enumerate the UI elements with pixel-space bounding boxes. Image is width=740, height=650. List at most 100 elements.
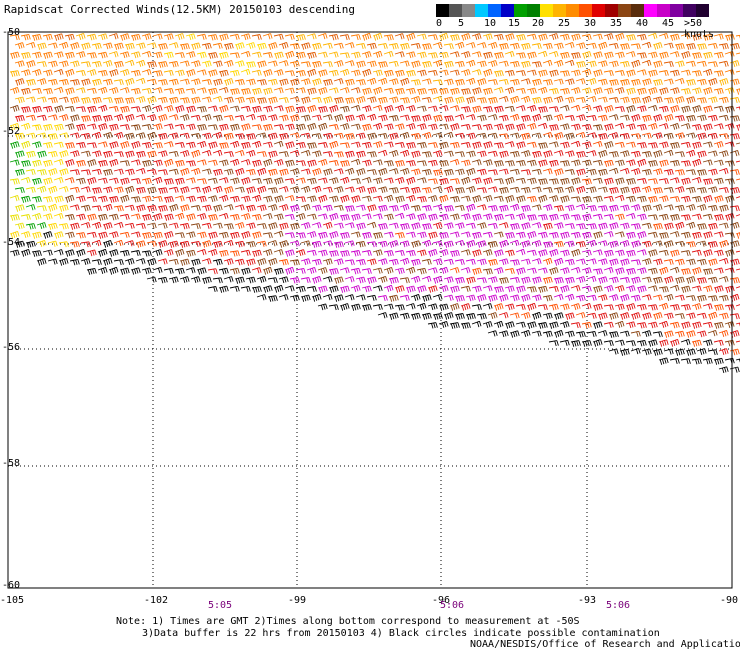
legend-swatch bbox=[436, 4, 449, 17]
wind-barb bbox=[553, 150, 564, 157]
wind-barb bbox=[526, 321, 537, 329]
wind-barb bbox=[295, 196, 306, 203]
legend-swatch bbox=[618, 4, 631, 17]
wind-barb bbox=[328, 304, 339, 311]
wind-barb bbox=[273, 249, 284, 256]
wind-barb bbox=[526, 51, 537, 59]
wind-barb bbox=[526, 159, 537, 167]
wind-barb bbox=[130, 250, 141, 257]
wind-barb bbox=[482, 123, 493, 131]
lat-label-54: -54 bbox=[2, 237, 21, 248]
wind-barb bbox=[58, 114, 69, 122]
wind-barb bbox=[416, 33, 427, 40]
wind-barb bbox=[509, 186, 520, 193]
wind-barb bbox=[322, 61, 333, 68]
wind-barb bbox=[86, 69, 97, 77]
wind-barb bbox=[284, 123, 295, 131]
wind-barb bbox=[317, 231, 328, 239]
wind-barb bbox=[344, 42, 355, 49]
wind-barb bbox=[130, 231, 141, 238]
wind-barb bbox=[498, 277, 509, 284]
wind-barb bbox=[119, 267, 130, 275]
wind-barb bbox=[168, 60, 179, 68]
wind-barb bbox=[405, 194, 416, 203]
wind-barb bbox=[179, 60, 190, 67]
wind-barb bbox=[201, 42, 212, 50]
wind-barb bbox=[25, 114, 36, 121]
wind-barb bbox=[190, 186, 201, 193]
wind-barb bbox=[350, 69, 361, 77]
wind-barb bbox=[262, 124, 273, 131]
wind-barb bbox=[482, 268, 493, 275]
wind-barb bbox=[377, 133, 388, 140]
wind-barb bbox=[130, 159, 141, 166]
wind-barb bbox=[680, 123, 691, 130]
wind-barb bbox=[284, 159, 295, 167]
wind-barb bbox=[471, 124, 482, 131]
wind-barb bbox=[157, 240, 168, 248]
wind-barb bbox=[190, 133, 201, 140]
wind-barb bbox=[344, 167, 355, 175]
wind-barb bbox=[278, 132, 289, 140]
wind-barb bbox=[113, 131, 124, 139]
wind-barb bbox=[306, 159, 317, 167]
wind-barb bbox=[141, 105, 152, 113]
wind-barb bbox=[597, 149, 608, 158]
wind-barb bbox=[630, 347, 641, 355]
wind-barb bbox=[487, 132, 498, 139]
wind-barb bbox=[619, 60, 630, 68]
wind-barb bbox=[553, 95, 564, 103]
wind-barb bbox=[86, 142, 97, 149]
wind-barb bbox=[553, 78, 564, 85]
wind-barb bbox=[504, 141, 515, 148]
wind-barb bbox=[652, 150, 663, 158]
wind-barb bbox=[509, 95, 520, 104]
wind-barb bbox=[366, 258, 377, 266]
wind-barb bbox=[97, 51, 108, 59]
wind-barb bbox=[421, 131, 432, 140]
wind-barb bbox=[405, 87, 416, 95]
wind-barb bbox=[36, 258, 47, 266]
wind-barb bbox=[141, 160, 152, 167]
wind-barb bbox=[284, 87, 295, 94]
wind-barb bbox=[207, 69, 218, 77]
wind-barb bbox=[630, 330, 641, 337]
wind-barb bbox=[553, 241, 564, 248]
wind-barb bbox=[262, 69, 273, 77]
wind-barb bbox=[256, 185, 267, 194]
wind-barb bbox=[20, 248, 31, 257]
wind-barb bbox=[438, 32, 449, 41]
wind-barb bbox=[735, 124, 740, 131]
wind-barb bbox=[465, 77, 476, 85]
wind-barb bbox=[273, 51, 284, 59]
wind-barb bbox=[80, 132, 91, 140]
wind-barb bbox=[405, 250, 416, 257]
wind-barb bbox=[603, 105, 614, 113]
wind-barb bbox=[570, 214, 581, 221]
wind-barb bbox=[597, 96, 608, 103]
wind-barb bbox=[119, 249, 130, 257]
wind-barb bbox=[234, 133, 245, 140]
wind-barb bbox=[729, 293, 740, 302]
wind-barb bbox=[322, 114, 333, 121]
wind-barb bbox=[603, 231, 614, 238]
wind-barb bbox=[559, 303, 570, 311]
wind-barb bbox=[245, 133, 256, 140]
wind-barb bbox=[542, 330, 553, 338]
wind-barb bbox=[377, 295, 388, 302]
wind-barb bbox=[443, 60, 454, 68]
wind-barb bbox=[685, 115, 696, 122]
wind-barb bbox=[476, 294, 487, 302]
wind-barb bbox=[680, 195, 691, 203]
wind-barb bbox=[361, 51, 372, 59]
wind-barb bbox=[86, 231, 97, 238]
wind-barb bbox=[240, 159, 251, 166]
wind-barb bbox=[245, 241, 256, 248]
wind-barb bbox=[476, 240, 487, 248]
wind-barb bbox=[36, 205, 47, 212]
wind-barb bbox=[69, 60, 80, 68]
wind-barb bbox=[669, 160, 680, 167]
wind-barb bbox=[141, 232, 152, 239]
wind-barb bbox=[443, 240, 454, 248]
wind-barb bbox=[498, 78, 509, 85]
